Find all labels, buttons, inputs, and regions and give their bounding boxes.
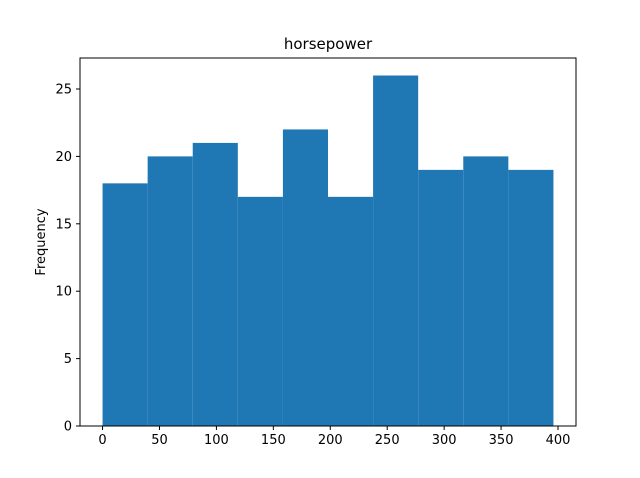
y-tick-label: 10 bbox=[55, 285, 72, 300]
x-tick-label: 350 bbox=[489, 433, 514, 448]
x-tick-label: 150 bbox=[261, 433, 286, 448]
x-tick-label: 200 bbox=[318, 433, 343, 448]
histogram-bar-7 bbox=[373, 75, 419, 427]
x-axis: 0 50 100 150 200 250 300 350 400 bbox=[98, 426, 570, 448]
y-tick-label: 15 bbox=[55, 217, 72, 232]
y-axis: 0 5 10 15 20 25 bbox=[55, 83, 80, 435]
plot-frame bbox=[79, 57, 577, 427]
histogram-bar-6 bbox=[328, 196, 374, 426]
histogram-bar-1 bbox=[102, 183, 148, 426]
x-tick-label: 250 bbox=[375, 433, 400, 448]
x-tick-label: 50 bbox=[151, 433, 168, 448]
x-tick-label: 300 bbox=[432, 433, 457, 448]
histogram-bar-3 bbox=[192, 142, 238, 427]
histogram-bar-5 bbox=[282, 129, 328, 426]
x-tick-label: 0 bbox=[98, 433, 106, 448]
histogram-bar-2 bbox=[147, 156, 193, 426]
y-tick-label: 5 bbox=[64, 352, 72, 367]
histogram-bar-8 bbox=[418, 169, 464, 426]
y-tick-label: 20 bbox=[55, 150, 72, 165]
y-tick-label: 0 bbox=[64, 420, 72, 435]
histogram-bar-10 bbox=[508, 169, 554, 426]
histogram-bar-4 bbox=[237, 196, 283, 426]
x-tick-label: 100 bbox=[204, 433, 229, 448]
y-tick-label: 25 bbox=[55, 83, 72, 98]
y-axis-label: Frequency bbox=[34, 208, 49, 275]
x-tick-label: 400 bbox=[546, 433, 571, 448]
bars-group bbox=[102, 75, 554, 427]
chart-title: horsepower bbox=[284, 35, 373, 53]
histogram-bar-9 bbox=[463, 156, 509, 426]
